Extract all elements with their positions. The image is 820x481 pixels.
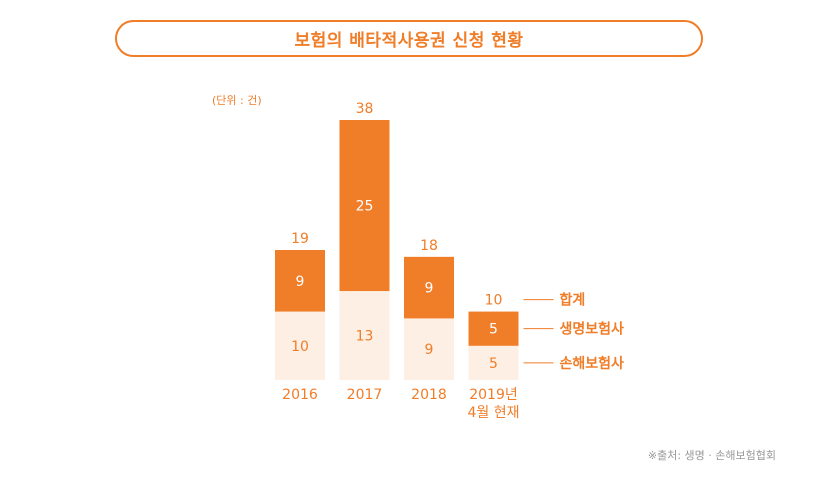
value-label-total-3: 10 (485, 293, 503, 309)
value-label-nonlife-0: 10 (291, 339, 309, 355)
chart-title: 보험의 배타적사용권 신청 현황 (115, 20, 703, 57)
legend-total-label: 합계 (560, 292, 586, 309)
bar-nonlife-2 (404, 318, 454, 380)
legend-nonlife-label: 손해보험사 (560, 355, 625, 372)
value-label-life-1: 25 (356, 199, 374, 215)
bar-nonlife-1 (339, 291, 390, 380)
value-label-nonlife-1: 13 (356, 329, 374, 345)
x-tick-label-3-1: 4월 현재 (468, 405, 520, 421)
unit-note: (단위 : 건) (212, 94, 262, 107)
x-tick-label-1: 2017 (347, 387, 383, 403)
x-tick-label-0: 2016 (282, 387, 318, 403)
bar-life-1 (339, 120, 390, 292)
value-label-total-0: 19 (291, 231, 309, 247)
value-label-life-0: 9 (296, 274, 305, 290)
value-label-total-1: 38 (356, 101, 374, 117)
bar-nonlife-3 (468, 345, 519, 380)
value-label-total-2: 18 (420, 238, 438, 254)
value-label-nonlife-2: 9 (425, 342, 434, 358)
legend-life-label: 생명보험사 (560, 321, 625, 338)
bar-life-3 (468, 311, 519, 346)
x-tick-label-2: 2018 (411, 387, 447, 403)
source-note: ※출처: 생명 · 손해보험협회 (647, 449, 776, 462)
value-label-life-2: 9 (425, 281, 434, 297)
bar-nonlife-0 (275, 311, 325, 380)
value-label-nonlife-3: 5 (489, 356, 498, 372)
bar-life-2 (404, 256, 454, 319)
value-label-life-3: 5 (489, 322, 498, 338)
bar-life-0 (275, 250, 325, 312)
x-tick-label-3: 2019년 (469, 387, 518, 403)
